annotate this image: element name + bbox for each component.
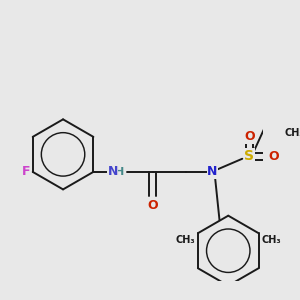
Text: O: O [268,150,279,163]
Text: CH₃: CH₃ [176,235,196,245]
Text: S: S [244,149,254,163]
Text: O: O [148,199,158,212]
Text: CH₃: CH₃ [285,128,300,138]
Text: H: H [115,167,124,177]
Text: N: N [207,165,218,178]
Text: N: N [107,165,118,178]
Text: O: O [244,130,255,143]
Text: CH₃: CH₃ [261,235,281,245]
Text: F: F [22,165,30,178]
